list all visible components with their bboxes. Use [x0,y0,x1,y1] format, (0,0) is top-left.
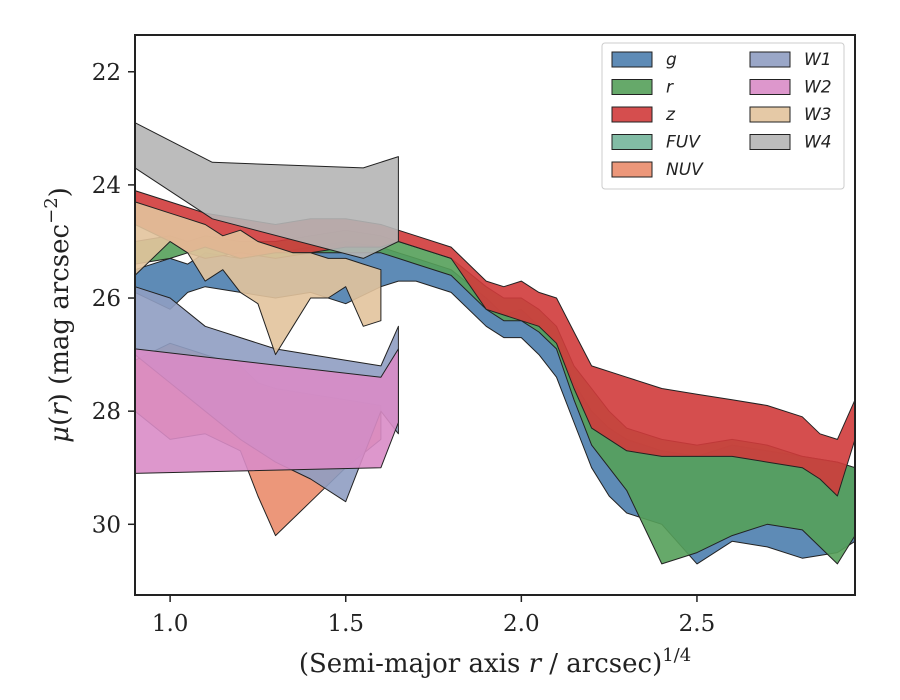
legend: grz FUV NUV W1 W2 W3 W4 [601,42,845,190]
band-area-w4 [134,122,399,259]
x-axis-label: (Semi-major axis r / arcsec)1/4 [299,645,691,679]
legend-swatch-w4 [749,134,791,150]
band-areas [134,122,856,565]
y-tick-label: 24 [92,173,121,199]
legend-label-nuv: NUV [666,160,704,180]
x-tick-label: 1.0 [152,611,189,637]
legend-swatch-g [611,51,653,68]
legend-swatch-r [611,79,653,95]
legend-label-w1: W1 [804,50,832,70]
legend-label-fuv: FUV [666,133,701,153]
legend-label-w2: W2 [804,78,832,98]
x-tick-label: 1.5 [327,611,364,637]
legend-swatch-w3 [749,106,791,123]
legend-swatch-fuv [611,134,653,150]
x-axis-ticks: 1.0 1.5 2.0 2.5 [152,595,715,637]
x-tick-label: 2.5 [679,611,716,637]
y-tick-label: 22 [92,60,121,86]
legend-label-w3: W3 [804,105,832,125]
y-axis-label: μ(r) (mag arcsec−2) [41,187,75,443]
legend-swatch-w1 [749,51,791,68]
y-tick-label: 28 [92,399,121,425]
legend-swatch-nuv [611,161,653,178]
legend-label-g: g [666,50,677,70]
y-tick-label: 30 [92,512,121,538]
legend-swatch-z [611,106,653,123]
y-tick-label: 26 [92,286,121,312]
x-tick-label: 2.0 [503,611,540,637]
plot-frame [134,34,856,596]
legend-label-z: z [665,105,676,125]
legend-swatch-w2 [749,79,791,95]
legend-label-r: r [666,78,674,98]
band-area-w3 [134,201,382,356]
y-axis-ticks: 22 24 26 28 30 [92,60,135,538]
legend-label-w4: W4 [804,133,832,153]
